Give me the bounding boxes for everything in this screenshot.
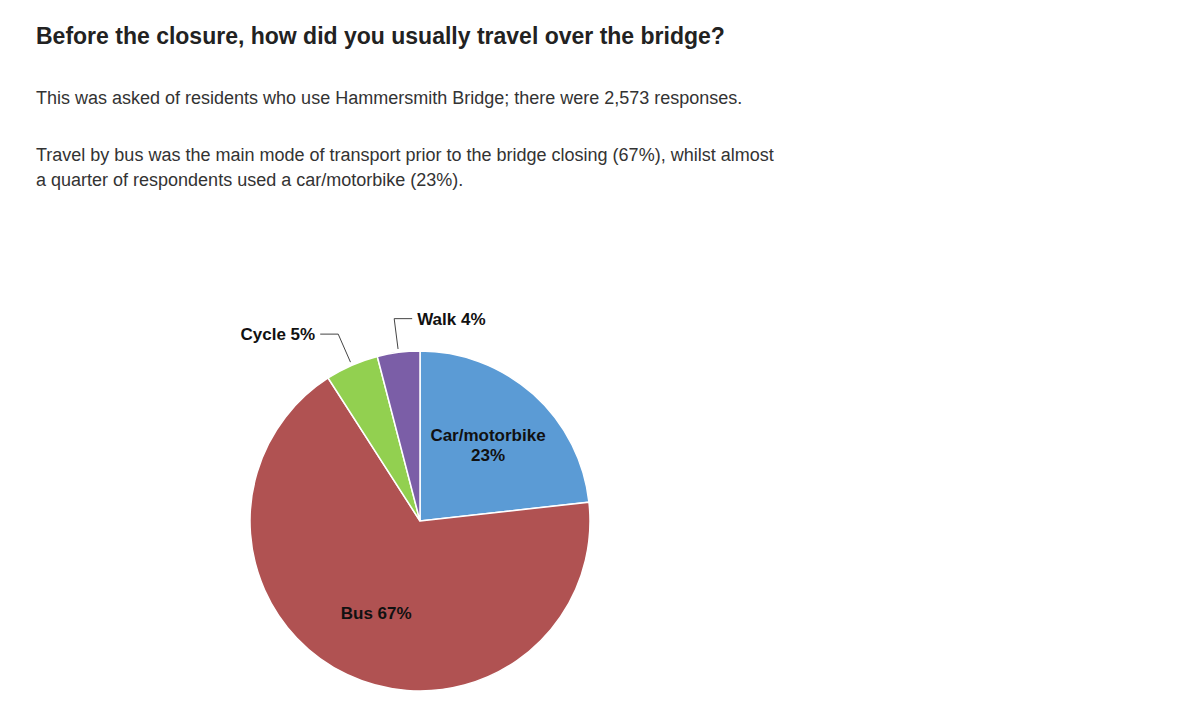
pie-slice	[377, 351, 420, 521]
background	[0, 0, 1200, 721]
pie	[250, 351, 590, 691]
chart-container: Before the closure, how did you usually …	[0, 0, 1200, 721]
data-label: Car/motorbike23%	[430, 426, 545, 465]
data-label: Bus 67%	[341, 604, 412, 623]
subtitle: This was asked of residents who use Hamm…	[36, 88, 742, 108]
pie-slice	[420, 351, 589, 521]
subtitle: Travel by bus was the main mode of trans…	[36, 145, 774, 190]
leader-line	[394, 319, 412, 349]
data-labels: Car/motorbike23% Bus 67% Cycle 5% Walk 4%	[241, 310, 546, 623]
leader-line	[320, 334, 350, 362]
chart: Before the closure, how did you usually …	[0, 0, 1200, 721]
title: Before the closure, how did you usually …	[36, 23, 725, 49]
data-label: Walk 4%	[417, 310, 485, 329]
data-label: Cycle 5%	[241, 325, 316, 344]
